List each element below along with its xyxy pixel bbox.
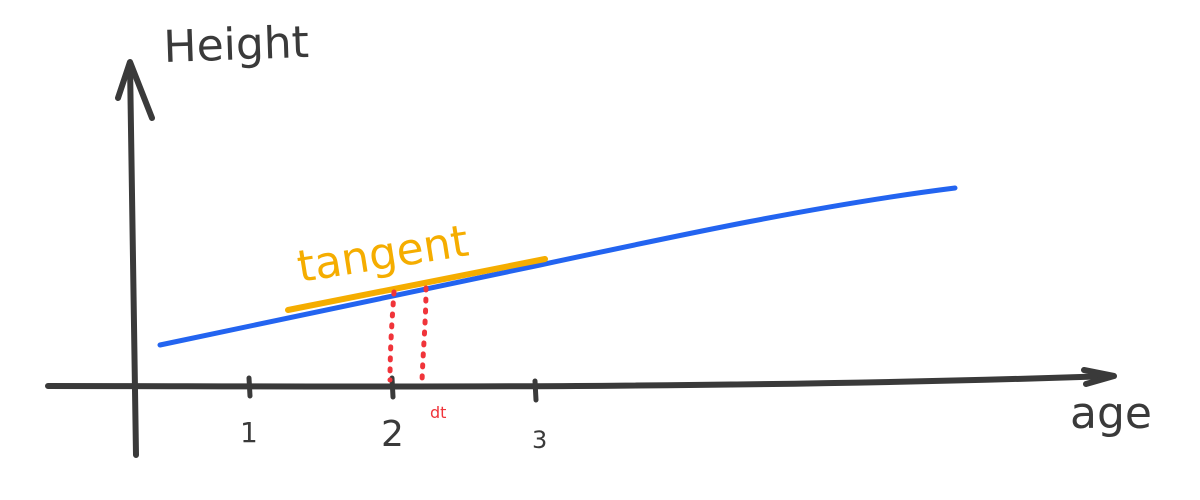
tick-label-2: 2	[381, 414, 404, 455]
small-interval-label: dt	[430, 403, 446, 422]
y-axis-line	[127, 61, 139, 458]
tangent-line	[285, 256, 548, 313]
y-axis-label: Height	[163, 17, 310, 73]
tick-label-1: 1	[240, 416, 258, 449]
tick-label-3: 3	[532, 426, 547, 454]
x-axis-line	[45, 373, 1115, 390]
height-curve	[157, 185, 958, 348]
x-axis-arrowhead	[1081, 367, 1117, 387]
x-tick-1	[246, 375, 253, 399]
y-axis-arrowhead	[115, 59, 155, 121]
x-axis-label: age	[1070, 388, 1152, 439]
x-tick-3	[532, 378, 539, 403]
dotted-line-left	[387, 289, 397, 383]
dotted-line-right	[419, 285, 429, 385]
